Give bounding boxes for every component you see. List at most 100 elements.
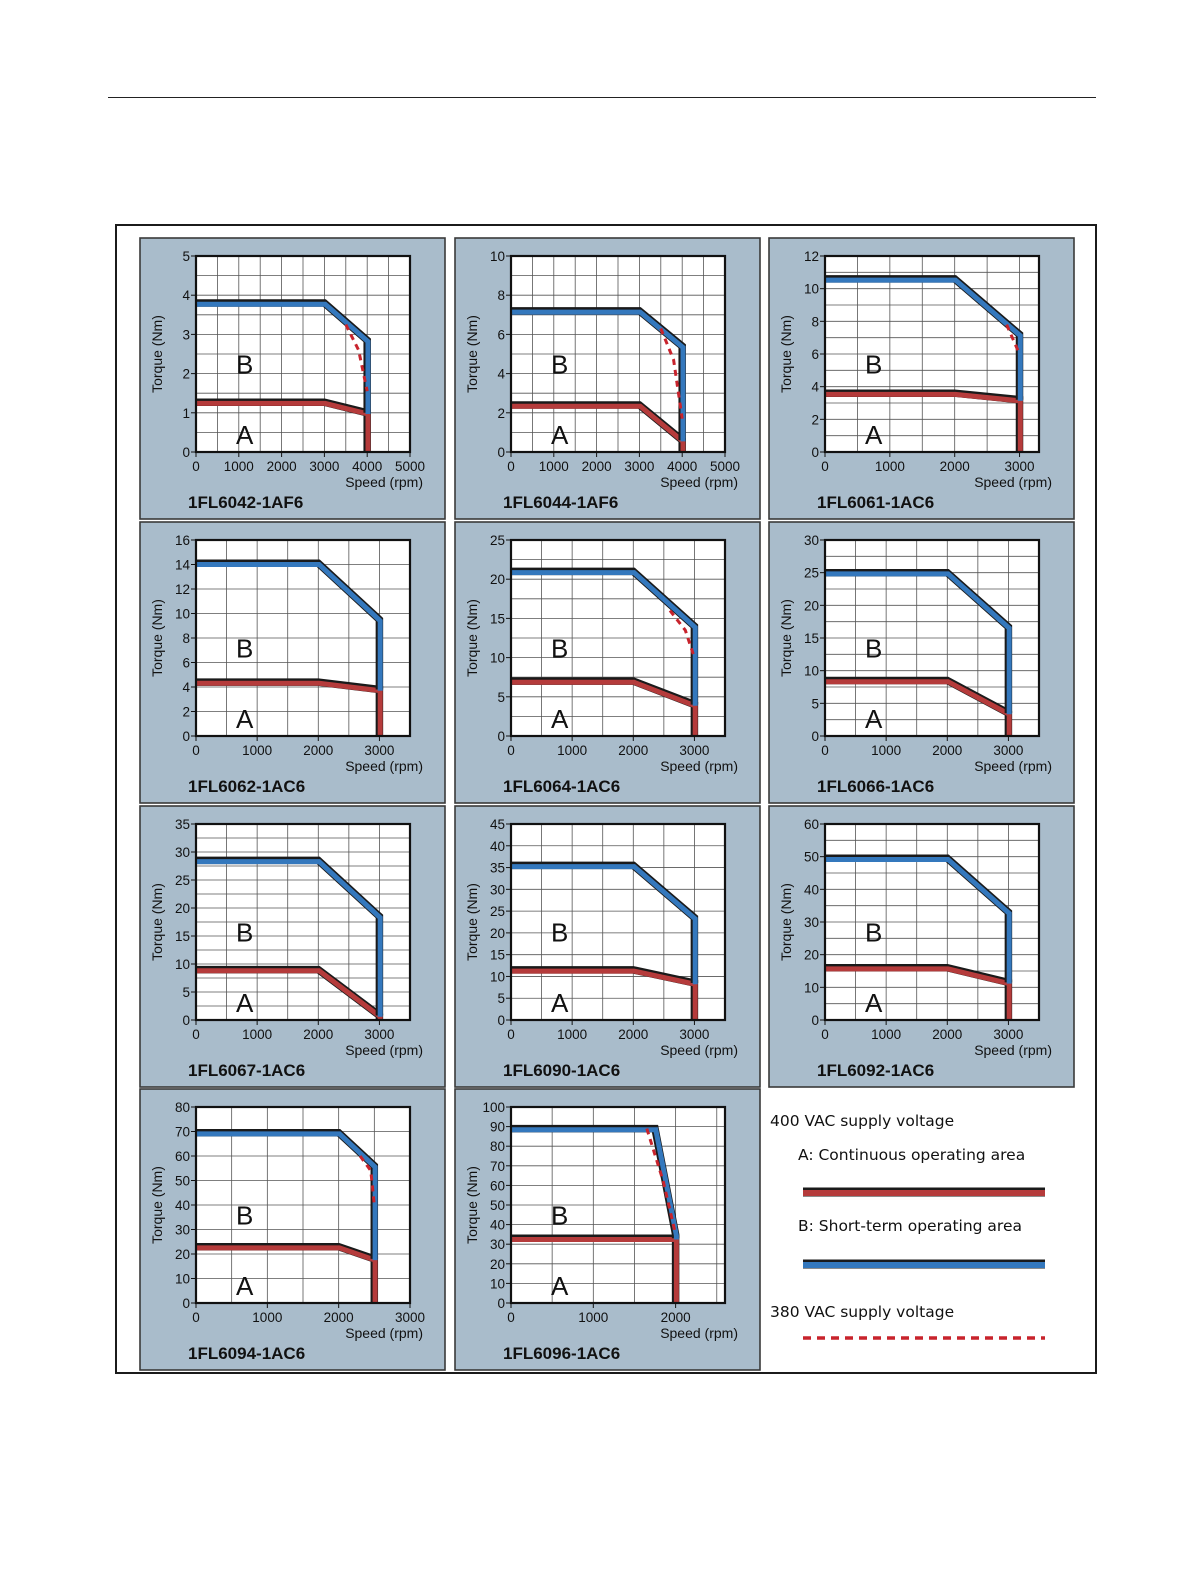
y-tick-label: 30	[804, 915, 819, 930]
y-tick-label: 35	[175, 817, 190, 832]
region-label-a: A	[551, 1271, 569, 1301]
region-label-b: B	[551, 1201, 568, 1231]
region-label-b: B	[236, 634, 253, 664]
y-axis-label: Torque (Nm)	[464, 1166, 480, 1244]
y-tick-label: 4	[182, 680, 190, 695]
series-group	[825, 275, 1024, 452]
y-tick-label: 10	[804, 664, 819, 679]
x-axis-label: Speed (rpm)	[974, 1042, 1052, 1058]
series-group	[511, 1124, 680, 1303]
y-tick-label: 4	[811, 380, 819, 395]
legend-area-a-swatch	[803, 1187, 1045, 1197]
series-group	[196, 299, 371, 452]
x-tick-label: 3000	[993, 743, 1023, 758]
y-tick-label: 10	[175, 957, 190, 972]
series-fill	[196, 400, 371, 452]
series-fill	[511, 679, 698, 736]
y-axis-label: Torque (Nm)	[778, 315, 794, 393]
series-fill	[825, 966, 1012, 1020]
y-tick-label: 0	[811, 1013, 819, 1028]
x-tick-label: 0	[507, 743, 515, 758]
x-tick-label: 2000	[932, 743, 962, 758]
y-tick-label: 20	[490, 572, 505, 587]
x-tick-label: 3000	[1005, 459, 1035, 474]
region-label-b: B	[865, 350, 882, 380]
x-tick-label: 2000	[932, 1027, 962, 1042]
y-tick-label: 20	[804, 598, 819, 613]
region-label-b: B	[236, 350, 253, 380]
series-fill	[511, 864, 698, 985]
legend-400vac-label: 400 VAC supply voltage	[770, 1112, 955, 1130]
x-tick-label: 1000	[578, 1310, 608, 1325]
series-fill	[511, 570, 698, 706]
chart-panel-1fl6066-1ac6: 0 5 10 15 20 25 30 0 1000 2000 3000 Torque (Nm) Spee…	[768, 521, 1075, 804]
x-tick-label: 3000	[364, 743, 394, 758]
series-fill	[196, 680, 383, 736]
y-tick-label: 10	[490, 651, 505, 666]
x-tick-label: 0	[192, 1027, 200, 1042]
gridlines	[511, 256, 725, 452]
chart-title: 1FL6061-1AC6	[817, 493, 934, 512]
chart-title: 1FL6094-1AC6	[188, 1344, 305, 1363]
y-tick-label: 0	[182, 445, 190, 460]
x-tick-label: 2000	[303, 1027, 333, 1042]
series-380vac-line	[344, 323, 369, 392]
y-axis-label: Torque (Nm)	[149, 883, 165, 961]
region-label-b: B	[551, 634, 568, 664]
x-tick-label: 1000	[252, 1310, 282, 1325]
chart-title: 1FL6042-1AF6	[188, 493, 303, 512]
x-tick-label: 5000	[710, 459, 740, 474]
x-tick-label: 4000	[667, 459, 697, 474]
y-tick-label: 50	[490, 1198, 505, 1213]
y-tick-label: 40	[804, 882, 819, 897]
y-tick-label: 25	[490, 533, 505, 548]
plot-area	[511, 824, 725, 1020]
chart-title: 1FL6062-1AC6	[188, 777, 305, 796]
y-tick-label: 12	[804, 249, 819, 264]
y-axis-label: Torque (Nm)	[464, 599, 480, 677]
y-tick-label: 0	[182, 729, 190, 744]
series-a-line	[196, 398, 371, 452]
series-380vac-line	[645, 1128, 678, 1235]
x-tick-label: 3000	[624, 459, 654, 474]
x-tick-label: 3000	[395, 1310, 425, 1325]
series-380vac-line	[668, 609, 696, 659]
x-tick-label: 1000	[871, 743, 901, 758]
y-tick-label: 16	[175, 533, 190, 548]
x-tick-label: 0	[507, 1310, 515, 1325]
y-tick-label: 3	[182, 327, 190, 342]
region-label-a: A	[551, 988, 569, 1018]
y-axis-label: Torque (Nm)	[149, 599, 165, 677]
y-tick-label: 5	[182, 985, 190, 1000]
y-tick-label: 8	[182, 631, 190, 646]
y-tick-label: 35	[490, 861, 505, 876]
y-tick-label: 30	[490, 1237, 505, 1252]
x-axis-label: Speed (rpm)	[345, 474, 423, 490]
x-axis-label: Speed (rpm)	[660, 758, 738, 774]
y-axis-label: Torque (Nm)	[149, 315, 165, 393]
series-b-line	[825, 568, 1013, 715]
y-tick-label: 15	[804, 631, 819, 646]
legend-area-a-label: A: Continuous operating area	[798, 1146, 1026, 1164]
x-tick-label: 3000	[679, 1027, 709, 1042]
legend-area-b-swatch	[803, 1259, 1045, 1269]
region-label-b: B	[551, 350, 568, 380]
x-tick-label: 3000	[679, 743, 709, 758]
y-axis-label: Torque (Nm)	[778, 883, 794, 961]
plot-frame	[509, 254, 727, 454]
x-tick-label: 2000	[618, 743, 648, 758]
series-group	[825, 854, 1013, 1020]
chart-panel-1fl6092-1ac6: 0 10 20 30 40 50 60 0 1000 2000 3000 Torque (Nm) Spe…	[768, 805, 1075, 1088]
y-tick-label: 2	[497, 406, 505, 421]
series-group	[196, 1128, 379, 1303]
x-tick-label: 1000	[242, 743, 272, 758]
y-tick-label: 5	[497, 991, 505, 1006]
x-tick-label: 2000	[303, 743, 333, 758]
y-tick-label: 2	[811, 412, 819, 427]
x-axis-label: Speed (rpm)	[974, 758, 1052, 774]
y-tick-label: 80	[490, 1139, 505, 1154]
y-tick-label: 0	[182, 1296, 190, 1311]
series-a-line	[196, 678, 384, 736]
series-a-line	[511, 966, 699, 1020]
